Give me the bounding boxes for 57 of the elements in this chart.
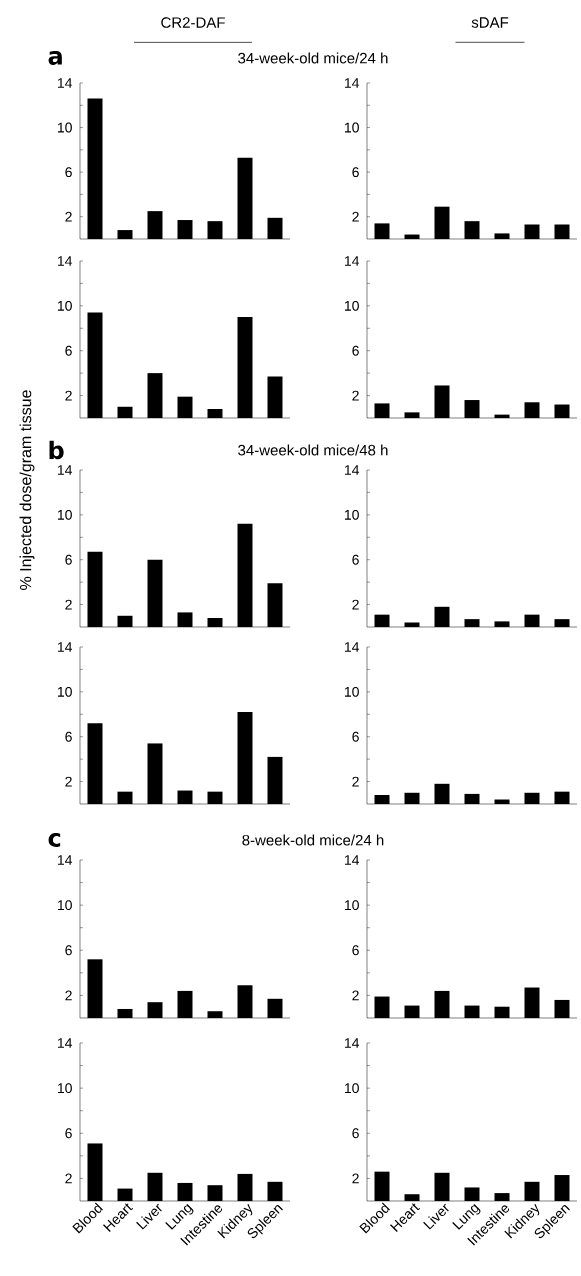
- y-tick-label: 10: [57, 509, 72, 520]
- y-tick-label: 6: [65, 945, 72, 956]
- y-tick-label: 14: [57, 256, 73, 266]
- y-tick-label: 14: [57, 465, 73, 475]
- y-tick-label: 6: [352, 167, 359, 178]
- y-tick-label: 2: [352, 1173, 359, 1184]
- y-tick-label: 2: [65, 211, 72, 222]
- y-tick-label: 10: [57, 900, 72, 911]
- y-axis-title: % Injected dose/gram tissue: [19, 390, 35, 590]
- y-tick-label: 6: [65, 345, 72, 356]
- y-tick-label: 6: [352, 554, 359, 565]
- y-tick-label: 14: [344, 642, 360, 652]
- text: a: [48, 51, 62, 65]
- y-tick-label: 10: [344, 900, 359, 911]
- y-tick-label: 2: [352, 211, 359, 222]
- chart-title: sDAF: [471, 17, 509, 28]
- y-tick-label: 6: [65, 731, 72, 742]
- y-tick-label: 10: [344, 1083, 359, 1094]
- y-tick-label: 10: [344, 686, 359, 697]
- y-tick-label: 14: [57, 855, 73, 865]
- y-tick-label: 2: [65, 599, 72, 610]
- text: 34-week-old mice/24 h: [238, 52, 388, 64]
- y-tick-label: 6: [65, 554, 72, 565]
- y-tick-label: 10: [344, 509, 359, 520]
- y-tick-label: 14: [344, 465, 360, 475]
- y-tick-label: 10: [57, 1083, 72, 1094]
- y-tick-label: 6: [352, 345, 359, 356]
- y-tick-label: 14: [57, 78, 73, 88]
- y-tick-label: 2: [65, 1173, 72, 1184]
- y-tick-label: 14: [57, 1038, 73, 1048]
- y-tick-label: 2: [352, 390, 359, 401]
- y-tick-label: 14: [344, 855, 360, 865]
- y-tick-label: 14: [344, 1038, 360, 1048]
- text: c: [48, 833, 61, 847]
- y-tick-label: 6: [352, 945, 359, 956]
- y-tick-label: 6: [352, 1128, 359, 1139]
- y-tick-label: 2: [352, 599, 359, 610]
- text: 34-week-old mice/48 h: [238, 444, 388, 456]
- y-tick-label: 6: [65, 1128, 72, 1139]
- y-tick-label: 10: [57, 300, 72, 311]
- y-tick-label: 10: [57, 686, 72, 697]
- y-tick-label: 10: [344, 122, 359, 133]
- y-tick-label: 2: [352, 776, 359, 787]
- text: b: [49, 440, 64, 460]
- y-tick-label: 6: [352, 731, 359, 742]
- chart-title: CR2-DAF: [161, 17, 225, 28]
- y-tick-label: 6: [65, 167, 72, 178]
- y-tick-label: 2: [352, 990, 359, 1001]
- y-tick-label: 14: [57, 642, 73, 652]
- y-tick-label: 10: [344, 300, 359, 311]
- y-tick-label: 2: [65, 990, 72, 1001]
- y-tick-label: 2: [65, 776, 72, 787]
- text: 8-week-old mice/24 h: [242, 834, 384, 846]
- y-tick-label: 10: [57, 122, 72, 133]
- y-tick-label: 2: [65, 390, 72, 401]
- y-tick-label: 14: [344, 78, 360, 88]
- y-tick-label: 14: [344, 256, 360, 266]
